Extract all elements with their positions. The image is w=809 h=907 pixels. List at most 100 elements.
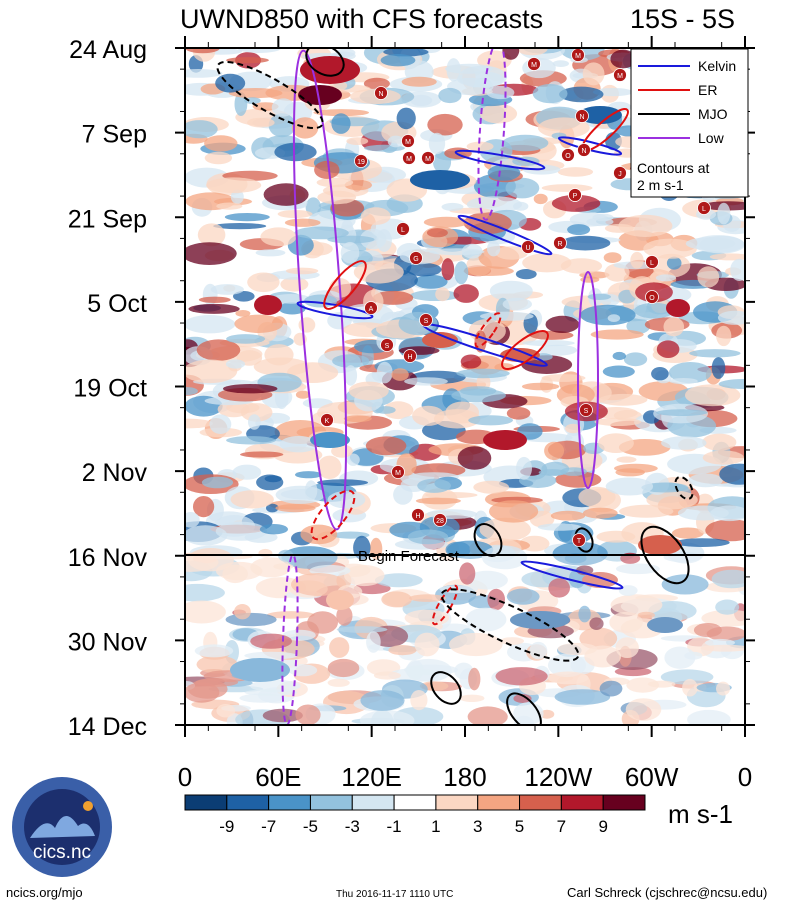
anomaly-cell: [387, 135, 405, 148]
anomaly-cell: [516, 456, 532, 480]
anomaly-cell: [666, 299, 690, 317]
storm-icon: S: [419, 313, 433, 327]
storm-label: M: [395, 470, 401, 477]
anomaly-cell: [414, 274, 448, 289]
anomaly-cell: [346, 453, 360, 466]
mjo-contour: [640, 525, 690, 585]
anomaly-cell: [410, 170, 470, 190]
anomaly-cell: [344, 365, 358, 386]
anomaly-cell: [271, 98, 296, 117]
anomaly-cell: [259, 524, 288, 535]
anomaly-cell: [646, 490, 698, 510]
anomaly-cell: [590, 329, 644, 340]
anomaly-cell: [702, 450, 745, 465]
storm-label: N: [579, 114, 584, 121]
storm-icon: S: [380, 338, 394, 352]
storm-icon: 19: [354, 154, 368, 168]
legend-label: Kelvin: [698, 58, 736, 74]
anomaly-cell: [656, 409, 708, 416]
anomaly-cell: [598, 433, 634, 453]
anomaly-cell: [287, 362, 339, 383]
anomaly-cell: [343, 415, 372, 423]
anomaly-cell: [381, 591, 412, 608]
anomaly-cell: [711, 569, 745, 589]
anomaly-cell: [213, 223, 267, 230]
storm-label: R: [557, 241, 562, 248]
storm-label: H: [407, 354, 412, 361]
anomaly-cell: [346, 137, 369, 146]
anomaly-cell: [268, 113, 296, 138]
anomaly-cell: [417, 478, 451, 493]
anomaly-cell: [699, 235, 745, 254]
anomaly-cell: [363, 77, 390, 90]
anomaly-cell: [717, 202, 731, 225]
anomaly-cell: [266, 611, 315, 619]
anomaly-cell: [410, 690, 428, 711]
anomaly-cell: [331, 444, 353, 458]
cics-logo: cics.nc: [12, 777, 112, 877]
anomaly-cell: [557, 167, 594, 177]
anomaly-cell: [664, 646, 696, 669]
kelvin-contour: [296, 300, 374, 320]
forecast-region: [185, 555, 745, 725]
anomaly-cell: [313, 109, 370, 117]
anomaly-cell: [705, 519, 745, 542]
anomaly-cell: [317, 479, 368, 486]
storm-label: T: [577, 538, 582, 545]
anomaly-cell: [234, 314, 283, 333]
anomaly-cell: [197, 223, 226, 247]
mjo-contour: [506, 692, 542, 725]
colorbar: -9 -7 -5 -3 -1 1 3 5 7 9: [184, 794, 646, 836]
storm-label: J: [618, 171, 622, 178]
storm-icon: R: [553, 236, 567, 250]
anomaly-cell: [457, 446, 492, 470]
anomaly-cell: [687, 709, 731, 725]
storm-icon: T: [572, 533, 586, 547]
mjo-contour: [440, 588, 580, 662]
storm-icon: S: [579, 403, 593, 417]
anomaly-cell: [280, 277, 309, 292]
anomaly-cell: [506, 588, 540, 605]
anomaly-cell: [456, 368, 510, 379]
low-contour: [477, 48, 507, 221]
anomaly-cell: [331, 113, 351, 134]
colorbar-swatch: [309, 794, 353, 811]
anomaly-cell: [206, 177, 262, 193]
anomaly-cell: [522, 253, 572, 273]
anomaly-cell: [310, 432, 350, 448]
anomaly-cell: [552, 60, 569, 67]
anomaly-cell: [235, 310, 251, 317]
anomaly-cell: [427, 113, 463, 136]
anomaly-cell: [466, 570, 508, 590]
anomaly-cell: [578, 106, 622, 124]
anomaly-cell: [216, 202, 243, 210]
anomaly-cell: [409, 594, 446, 602]
anomaly-cell: [547, 671, 589, 685]
anomaly-cell: [185, 525, 228, 546]
anomaly-cell: [239, 693, 285, 703]
y-tick-label: 19 Oct: [73, 375, 147, 403]
anomaly-cell: [185, 418, 213, 429]
y-tick-label: 2 Nov: [82, 459, 148, 487]
anomaly-cell: [254, 295, 282, 315]
anomaly-cell: [348, 381, 389, 401]
anomaly-cell: [185, 387, 198, 396]
anomaly-cell: [602, 365, 635, 378]
anomaly-cell: [647, 617, 683, 633]
anomaly-cell: [404, 377, 448, 386]
anomaly-cell: [185, 48, 220, 54]
anomaly-cell: [275, 485, 325, 504]
anomaly-cell: [626, 677, 660, 693]
anomaly-cell: [612, 351, 626, 361]
storm-icon: O: [561, 148, 575, 162]
legend-box: [630, 48, 749, 198]
chart-title: UWND850 with CFS forecasts: [180, 4, 543, 34]
anomaly-cell: [552, 541, 608, 566]
anomaly-cell: [185, 600, 226, 624]
anomaly-cell: [603, 252, 622, 263]
anomaly-cell: [468, 667, 481, 691]
anomaly-cell: [383, 401, 414, 420]
anomaly-cell: [711, 357, 726, 379]
storm-label: H: [415, 513, 420, 520]
colorbar-label: -1: [387, 817, 402, 836]
